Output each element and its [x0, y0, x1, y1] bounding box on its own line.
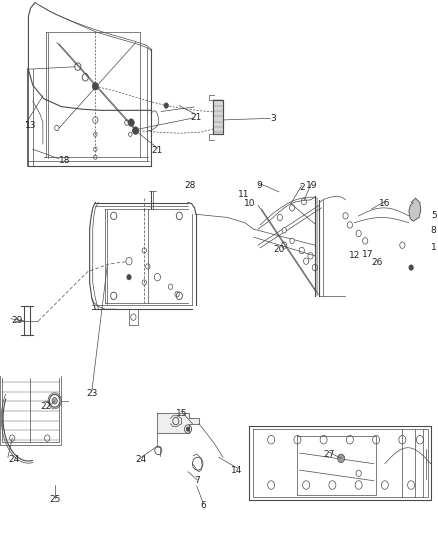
- Circle shape: [126, 257, 132, 265]
- Polygon shape: [213, 100, 223, 134]
- Text: 11: 11: [238, 190, 250, 199]
- Text: 27: 27: [323, 450, 335, 458]
- Circle shape: [282, 228, 286, 233]
- Circle shape: [52, 398, 57, 404]
- Text: 10: 10: [244, 199, 256, 208]
- Circle shape: [338, 454, 345, 463]
- Polygon shape: [409, 198, 421, 221]
- Text: 5: 5: [431, 212, 437, 220]
- Text: 18: 18: [59, 157, 71, 165]
- Circle shape: [186, 427, 190, 431]
- Text: 20: 20: [273, 245, 285, 254]
- Text: 24: 24: [136, 455, 147, 464]
- Circle shape: [128, 119, 134, 126]
- Circle shape: [133, 127, 139, 134]
- Text: 28: 28: [184, 181, 196, 190]
- Text: 7: 7: [194, 477, 200, 485]
- Text: 2: 2: [299, 183, 304, 192]
- Text: 6: 6: [201, 501, 206, 510]
- Circle shape: [409, 265, 413, 270]
- Text: 14: 14: [231, 466, 243, 474]
- Circle shape: [55, 125, 59, 131]
- Circle shape: [164, 103, 168, 108]
- Text: 24: 24: [8, 455, 19, 464]
- Circle shape: [290, 238, 294, 244]
- Text: 3: 3: [270, 114, 276, 123]
- Polygon shape: [156, 413, 199, 433]
- Text: 21: 21: [152, 146, 163, 155]
- Text: 1: 1: [431, 244, 437, 252]
- Text: 19: 19: [306, 181, 317, 190]
- Text: 9: 9: [257, 181, 262, 190]
- Text: 25: 25: [49, 496, 60, 504]
- Text: 8: 8: [431, 226, 437, 235]
- Circle shape: [127, 274, 131, 280]
- Text: 22: 22: [40, 402, 52, 410]
- Text: 16: 16: [379, 199, 391, 208]
- Text: 29: 29: [11, 317, 22, 325]
- Text: 12: 12: [349, 252, 360, 260]
- Circle shape: [49, 394, 60, 407]
- Text: 21: 21: [190, 113, 201, 122]
- Text: 17: 17: [362, 251, 373, 259]
- Text: 15: 15: [176, 409, 187, 417]
- Text: 23: 23: [86, 389, 98, 398]
- Circle shape: [92, 83, 99, 90]
- Text: 26: 26: [371, 258, 383, 266]
- Circle shape: [356, 470, 361, 477]
- Text: 13: 13: [25, 121, 37, 130]
